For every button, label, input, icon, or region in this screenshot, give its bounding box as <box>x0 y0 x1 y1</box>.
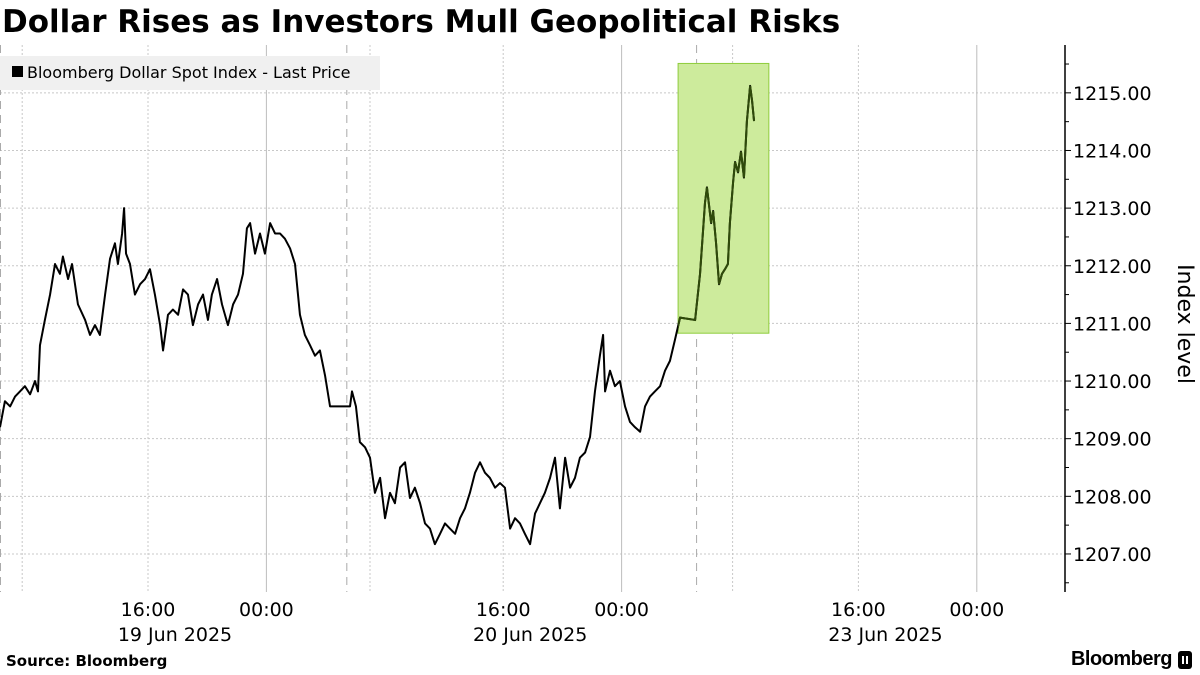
x-date-label: 19 Jun 2025 <box>118 624 232 646</box>
y-tick-label: 1212.00 <box>1073 256 1152 278</box>
x-tick-label: 00:00 <box>594 599 649 621</box>
highlight-box <box>677 62 770 334</box>
chart-title: Dollar Rises as Investors Mull Geopoliti… <box>2 4 841 40</box>
x-tick-label: 16:00 <box>121 599 176 621</box>
legend-label: Bloomberg Dollar Spot Index - Last Price <box>27 63 351 82</box>
y-tick-label: 1214.00 <box>1073 140 1152 162</box>
y-axis: 1207.00 1208.00 1209.00 1210.00 1211.00 1212.… <box>1064 45 1152 592</box>
y-tick-label: 1207.00 <box>1073 544 1152 566</box>
x-tick-label: 16:00 <box>476 599 531 621</box>
legend: Bloomberg Dollar Spot Index - Last Price <box>0 56 380 90</box>
x-date-label: 20 Jun 2025 <box>473 624 587 646</box>
bloomberg-logo: Bloomberg <box>1071 648 1192 671</box>
x-tick-label: 16:00 <box>831 599 886 621</box>
y-tick-label: 1211.00 <box>1073 313 1152 335</box>
brand-text: Bloomberg <box>1070 648 1173 670</box>
y-axis-label: Index level <box>1172 264 1197 384</box>
price-line <box>0 84 756 546</box>
y-tick-label: 1213.00 <box>1073 198 1152 220</box>
y-tick-label: 1215.00 <box>1073 83 1152 105</box>
highlight-region <box>677 62 770 334</box>
y-tick-label: 1208.00 <box>1073 486 1152 508</box>
y-tick-label: 1210.00 <box>1073 371 1152 393</box>
series-lines <box>0 84 756 546</box>
x-tick-label: 00:00 <box>949 599 1004 621</box>
bloomberg-icon <box>1178 650 1192 669</box>
x-tick-label: 00:00 <box>239 599 294 621</box>
source-note: Source: Bloomberg <box>6 652 168 670</box>
x-date-label: 23 Jun 2025 <box>828 624 942 646</box>
legend-swatch <box>12 66 23 77</box>
x-axis: 16:00 19 Jun 2025 00:00 16:00 20 Jun 2025 00:… <box>118 599 1004 646</box>
legend-background <box>0 56 380 90</box>
price-line-highlighted <box>678 85 756 331</box>
y-tick-label: 1209.00 <box>1073 429 1152 451</box>
